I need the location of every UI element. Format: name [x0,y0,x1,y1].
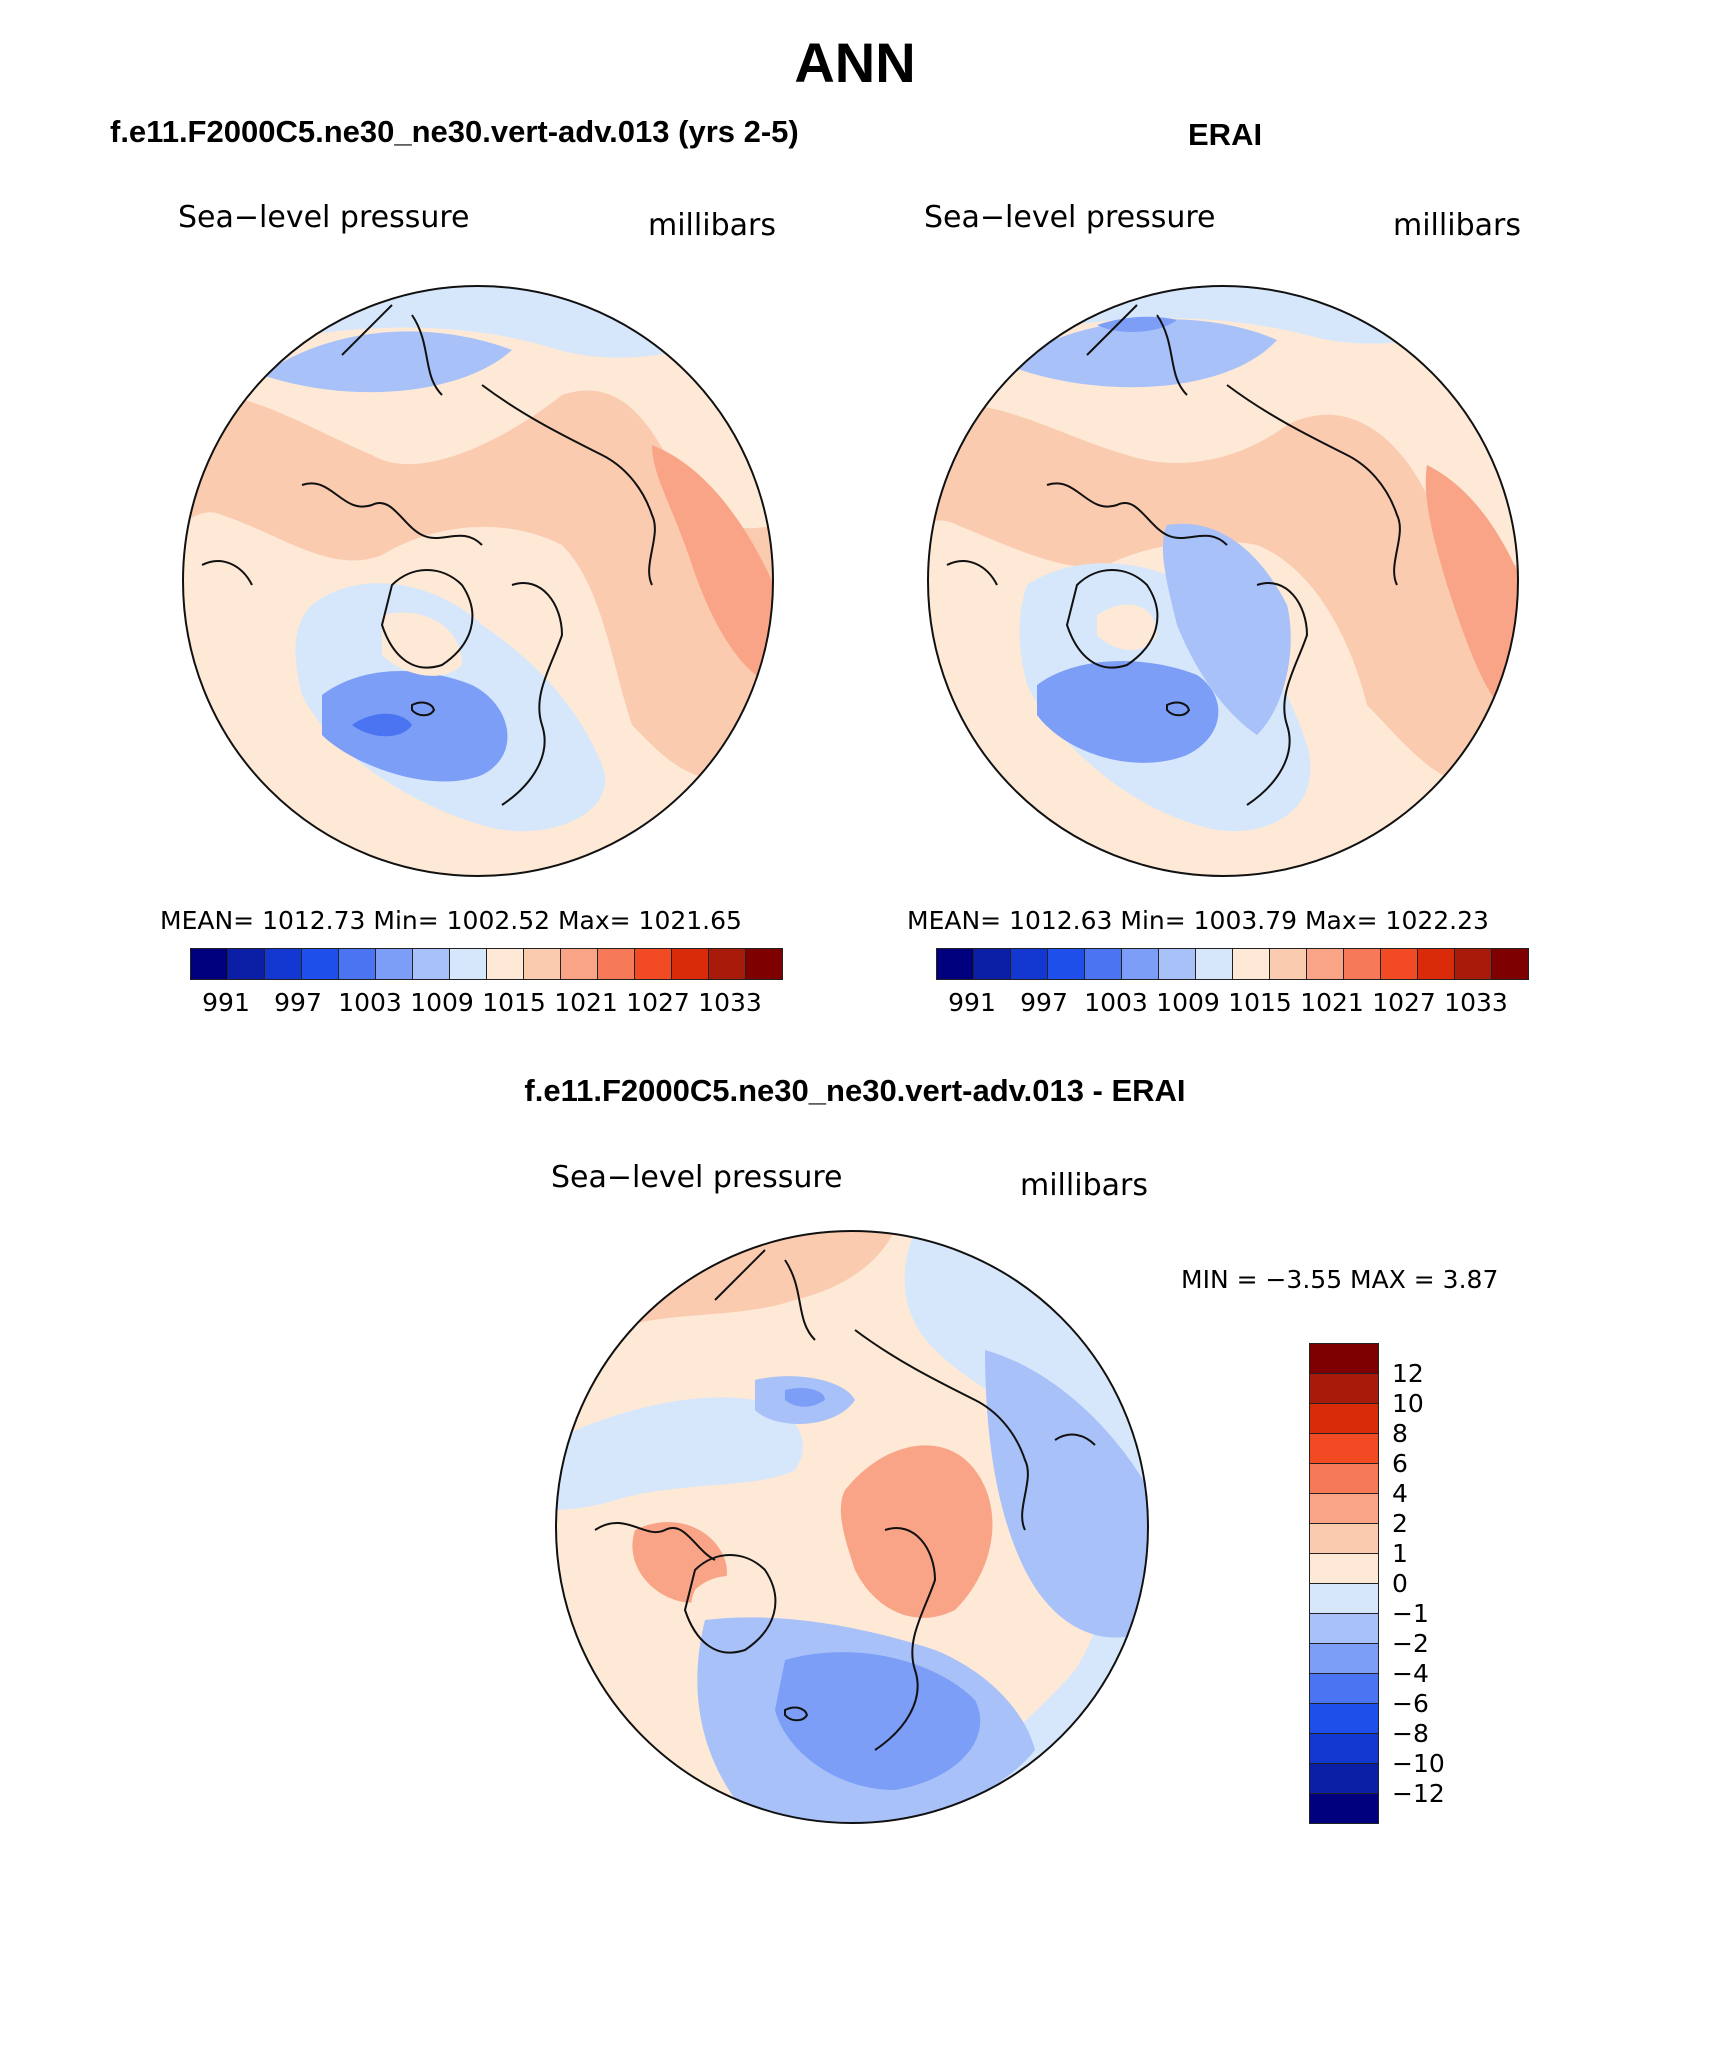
colorbar-swatch [227,948,264,980]
colorbar-tick-label: 1009 [410,988,474,1017]
colorbar-swatch [1454,948,1491,980]
polar-map-diff [555,1230,1149,1824]
model-variable-label: Sea−level pressure [178,200,470,235]
colorbar-swatch [1310,1614,1378,1644]
colorbar-tick-label: 1021 [1300,988,1364,1017]
colorbar-swatch [1232,948,1269,980]
obs-stats: MEAN= 1012.63 Min= 1003.79 Max= 1022.23 [907,906,1489,935]
colorbar-tick-label: −10 [1392,1749,1445,1778]
colorbar-tick-label: 6 [1392,1449,1408,1478]
obs-colorbar [936,948,1529,980]
colorbar-swatch [1310,1584,1378,1614]
colorbar-swatch [264,948,301,980]
colorbar-tick-label: 1003 [1084,988,1148,1017]
colorbar-swatch [1310,1344,1378,1374]
model-stats: MEAN= 1012.73 Min= 1002.52 Max= 1021.65 [160,906,742,935]
colorbar-tick-label: 12 [1392,1359,1424,1388]
colorbar-swatch [634,948,671,980]
colorbar-tick-label: 1027 [626,988,690,1017]
colorbar-tick-label: −4 [1392,1659,1429,1688]
colorbar-swatch [412,948,449,980]
colorbar-tick-label: 1021 [554,988,618,1017]
colorbar-swatch [1310,1404,1378,1434]
colorbar-swatch [1491,948,1529,980]
colorbar-tick-label: 1003 [338,988,402,1017]
colorbar-tick-label: 4 [1392,1479,1408,1508]
colorbar-swatch [1343,948,1380,980]
colorbar-tick-label: 997 [1020,988,1068,1017]
colorbar-swatch [1047,948,1084,980]
colorbar-tick-label: 8 [1392,1419,1408,1448]
diff-panel-title: f.e11.F2000C5.ne30_ne30.vert-adv.013 - E… [524,1073,1186,1108]
colorbar-swatch [1310,1674,1378,1704]
colorbar-tick-label: 991 [948,988,996,1017]
colorbar-tick-label: 991 [202,988,250,1017]
colorbar-swatch [560,948,597,980]
obs-units-label: millibars [1393,208,1521,243]
colorbar-tick-label: 997 [274,988,322,1017]
model-units-label: millibars [648,208,776,243]
colorbar-tick-label: −8 [1392,1719,1429,1748]
colorbar-swatch [1310,1764,1378,1794]
colorbar-tick-label: 10 [1392,1389,1424,1418]
colorbar-swatch [449,948,486,980]
model-colorbar [190,948,783,980]
colorbar-swatch [523,948,560,980]
colorbar-tick-label: −1 [1392,1599,1429,1628]
colorbar-tick-label: −12 [1392,1779,1445,1808]
colorbar-swatch [1269,948,1306,980]
colorbar-swatch [973,948,1010,980]
colorbar-swatch [1310,1554,1378,1584]
colorbar-tick-label: 1009 [1156,988,1220,1017]
colorbar-swatch [708,948,745,980]
colorbar-tick-label: −2 [1392,1629,1429,1658]
colorbar-swatch [1084,948,1121,980]
colorbar-swatch [745,948,783,980]
colorbar-swatch [1380,948,1417,980]
colorbar-swatch [338,948,375,980]
colorbar-tick-label: 1015 [482,988,546,1017]
diff-units-label: millibars [1020,1168,1148,1203]
diff-colorbar [1309,1343,1379,1824]
colorbar-tick-label: 0 [1392,1569,1408,1598]
colorbar-swatch [1310,1524,1378,1554]
colorbar-swatch [1010,948,1047,980]
colorbar-swatch [1310,1434,1378,1464]
polar-map-obs [927,285,1519,877]
obs-variable-label: Sea−level pressure [924,200,1216,235]
colorbar-swatch [1310,1494,1378,1524]
figure-title: ANN [794,31,916,94]
colorbar-swatch [375,948,412,980]
polar-map-model [182,285,774,877]
colorbar-tick-label: 1015 [1228,988,1292,1017]
colorbar-swatch [190,948,227,980]
colorbar-swatch [1158,948,1195,980]
colorbar-tick-label: −6 [1392,1689,1429,1718]
colorbar-swatch [1310,1794,1378,1823]
colorbar-swatch [671,948,708,980]
colorbar-swatch [936,948,973,980]
colorbar-swatch [301,948,338,980]
colorbar-swatch [1310,1644,1378,1674]
colorbar-swatch [1310,1464,1378,1494]
colorbar-tick-label: 1033 [698,988,762,1017]
diff-variable-label: Sea−level pressure [551,1160,843,1195]
colorbar-tick-label: 1027 [1372,988,1436,1017]
colorbar-swatch [1306,948,1343,980]
obs-panel-title: ERAI [1188,117,1263,152]
colorbar-tick-label: 1 [1392,1539,1408,1568]
colorbar-swatch [1310,1374,1378,1404]
colorbar-swatch [1310,1734,1378,1764]
colorbar-tick-label: 1033 [1444,988,1508,1017]
diff-stats: MIN = −3.55 MAX = 3.87 [1181,1265,1499,1294]
model-panel-title: f.e11.F2000C5.ne30_ne30.vert-adv.013 (yr… [110,114,799,149]
colorbar-tick-label: 2 [1392,1509,1408,1538]
colorbar-swatch [486,948,523,980]
colorbar-swatch [1121,948,1158,980]
colorbar-swatch [597,948,634,980]
colorbar-swatch [1417,948,1454,980]
colorbar-swatch [1310,1704,1378,1734]
colorbar-swatch [1195,948,1232,980]
